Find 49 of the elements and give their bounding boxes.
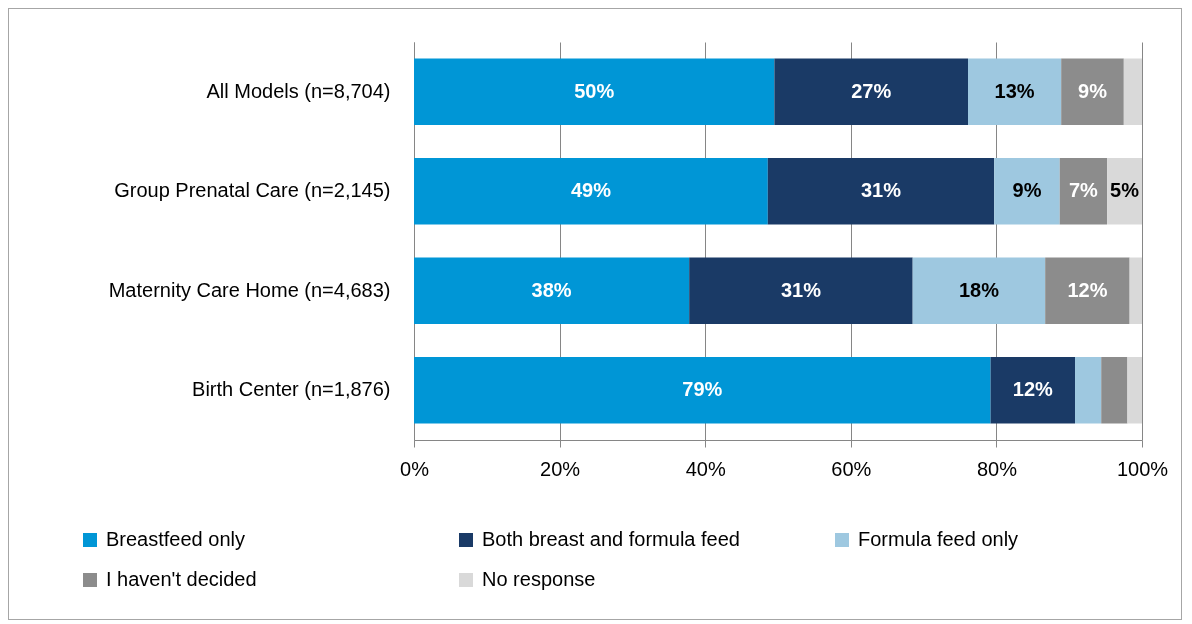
y-tick-label: Group Prenatal Care (n=2,145)	[114, 179, 391, 202]
data-label: 7%	[1068, 179, 1099, 202]
bar	[767, 157, 995, 225]
data-label: 12%	[1012, 378, 1054, 401]
bar	[414, 58, 775, 126]
legend-label: No response	[482, 568, 596, 590]
data-label: 27%	[851, 79, 892, 102]
bar	[414, 356, 991, 424]
x-tick-label: 0%	[400, 457, 430, 480]
y-tick-label: Birth Center (n=1,876)	[192, 378, 391, 401]
legend-label: Both breast and formula feed	[482, 528, 740, 550]
data-label: 9%	[1012, 179, 1042, 202]
bar	[1045, 257, 1130, 325]
x-tick-label: 100%	[1116, 457, 1169, 480]
bar	[774, 58, 969, 126]
data-label: 49%	[570, 179, 612, 202]
data-label: 38%	[531, 278, 572, 301]
data-label: 31%	[780, 278, 822, 301]
bar	[1075, 356, 1102, 424]
bar	[1127, 356, 1142, 424]
data-label: 18%	[958, 278, 1000, 301]
data-label: 50%	[574, 79, 615, 102]
bar	[968, 58, 1062, 126]
legend-label: I haven't decided	[106, 568, 257, 590]
bar	[1059, 157, 1108, 225]
x-tick-label: 40%	[685, 457, 726, 480]
x-tick-label: 20%	[540, 457, 581, 480]
bar	[414, 157, 768, 225]
x-tick-label: 60%	[831, 457, 872, 480]
legend-label: Formula feed only	[858, 528, 1019, 550]
bar	[912, 257, 1046, 325]
legend-label: Breastfeed only	[106, 528, 245, 550]
bar	[689, 257, 913, 325]
y-tick-label: Maternity Care Home (n=4,683)	[108, 278, 391, 301]
bar	[990, 356, 1076, 424]
data-label: 79%	[682, 378, 723, 401]
bar	[1129, 257, 1142, 325]
y-tick-label: All Models (n=8,704)	[206, 79, 391, 102]
data-label: 31%	[861, 179, 902, 202]
data-label: 5%	[1110, 179, 1140, 202]
data-label: 9%	[1078, 79, 1108, 102]
bar	[994, 157, 1060, 225]
bar	[414, 257, 690, 325]
bar	[1123, 58, 1142, 126]
bar	[1101, 356, 1128, 424]
x-tick-label: 80%	[976, 457, 1018, 480]
data-label: 12%	[1067, 278, 1108, 301]
bar	[1061, 58, 1124, 126]
data-label: 13%	[994, 79, 1035, 102]
